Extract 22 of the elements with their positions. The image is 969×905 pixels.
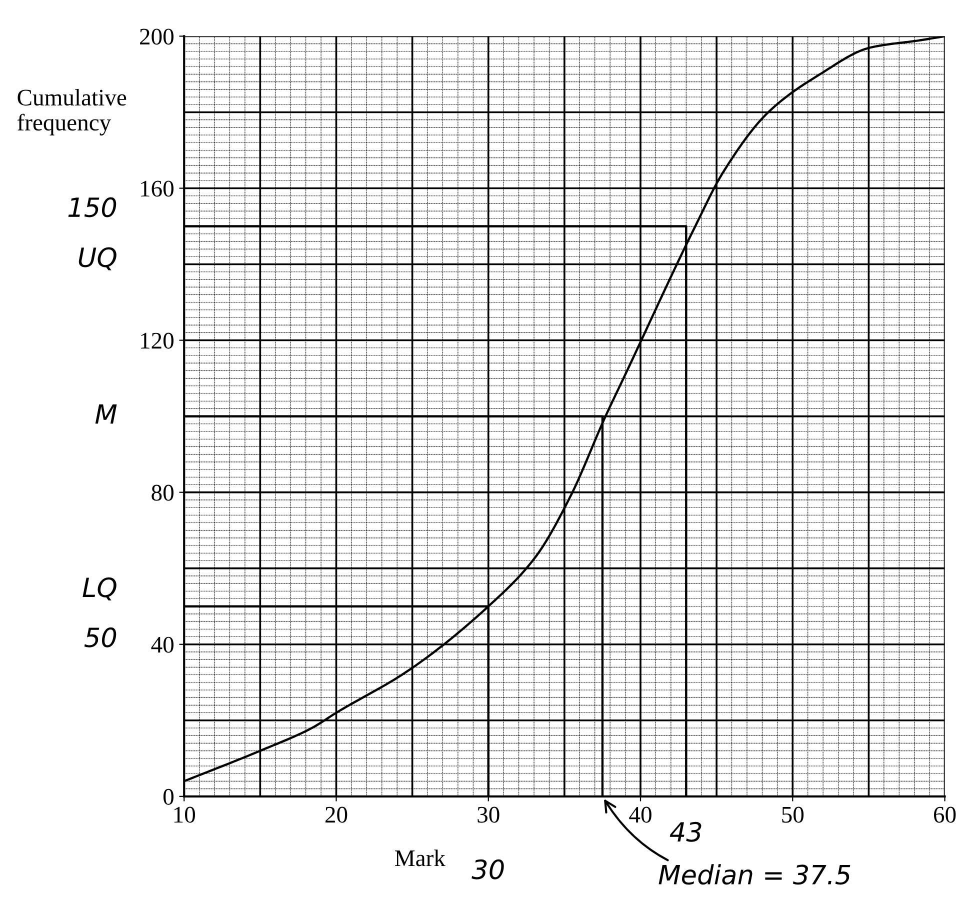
annotation: 43 bbox=[670, 822, 702, 842]
x-axis-title: Mark bbox=[395, 850, 446, 866]
y-tick-label: 200 bbox=[140, 28, 174, 45]
annotation: M bbox=[95, 404, 117, 424]
x-tick-label: 20 bbox=[325, 806, 348, 823]
x-tick-label: 30 bbox=[478, 806, 500, 823]
annotation: UQ bbox=[78, 247, 116, 270]
y-axis-title: Cumulative frequency bbox=[17, 88, 126, 136]
y-tick-label: 160 bbox=[141, 180, 174, 197]
annotation: LQ bbox=[82, 577, 116, 600]
annotation: Median = 37.5 bbox=[658, 864, 850, 885]
x-tick-label: 60 bbox=[934, 806, 956, 823]
y-tick-label: 40 bbox=[151, 636, 174, 653]
annotation: 30 bbox=[472, 859, 504, 880]
y-tick-label: 80 bbox=[152, 484, 174, 501]
annotation: 50 bbox=[84, 627, 116, 648]
x-tick-label: 50 bbox=[782, 806, 804, 823]
x-tick-label: 40 bbox=[629, 806, 652, 823]
x-tick-label: 10 bbox=[174, 806, 196, 823]
y-tick-label: 0 bbox=[163, 788, 174, 805]
y-tick-label: 120 bbox=[141, 332, 174, 349]
annotation: 150 bbox=[68, 197, 116, 218]
